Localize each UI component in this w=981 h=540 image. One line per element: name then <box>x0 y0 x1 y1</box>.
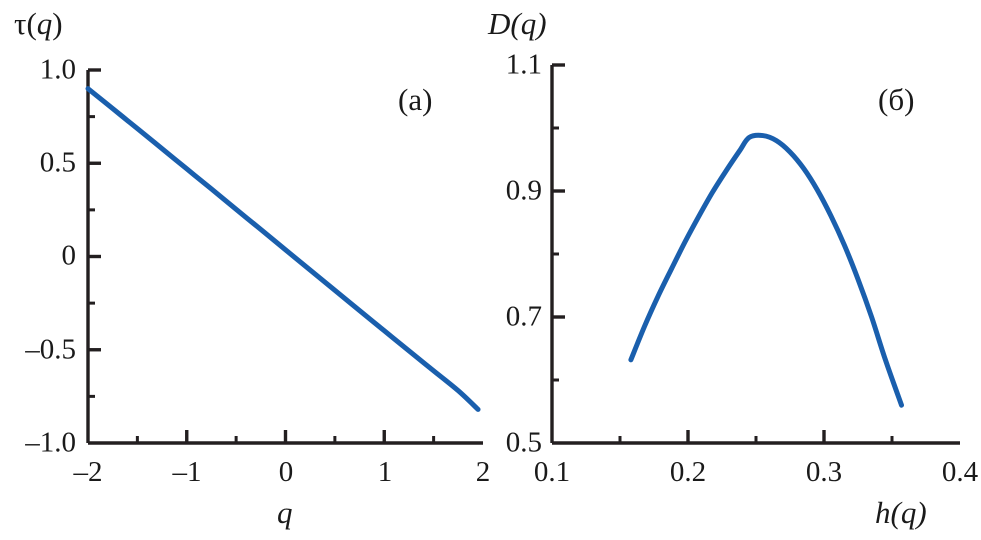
panel-a-series-group <box>85 86 481 412</box>
panel-b-ytick-1: 0.9 <box>505 174 542 207</box>
panel-b-xtick-0: 0.1 <box>533 456 571 488</box>
panel-b-ytick-2: 0.7 <box>505 300 542 333</box>
panel-b-tag: (б) <box>878 82 915 117</box>
panel-a-ytick-4: –1.0 <box>25 426 76 459</box>
panel-a-tag: (a) <box>398 82 433 117</box>
panel-a-ytick-1: 0.5 <box>39 146 76 179</box>
panel-b-ytick-0: 1.1 <box>505 48 542 81</box>
panel-a-ytick-3: –0.5 <box>25 333 76 366</box>
panel-a-axes <box>86 70 483 445</box>
panel-a-ytick-0: 1.0 <box>39 53 76 86</box>
panel-a-xtick-4: 2 <box>475 456 491 488</box>
panel-a-xtick-0: –2 <box>73 456 103 488</box>
panel-a-ytick-2: 0 <box>61 239 77 272</box>
panel-b-xtick-1: 0.2 <box>669 456 707 488</box>
panel-a-y-axis-title: τ(q) <box>14 6 63 41</box>
panel-a-xtick-3: 1 <box>377 456 393 488</box>
panel-a-tau-vs-q: τ(q) (a) 1.0 0.5 0 –0.5 –1.0 –2 –1 0 1 2… <box>14 6 491 530</box>
panel-a-plot <box>85 68 483 445</box>
panel-b-series-group <box>628 132 905 408</box>
panel-b-xtick-3: 0.4 <box>941 456 979 488</box>
panel-b-axes <box>550 65 960 445</box>
panel-a-xtick-1: –1 <box>172 456 202 488</box>
panel-b-y-axis-title: D(q) <box>488 6 547 41</box>
panel-a-tick-marks <box>88 68 436 443</box>
panel-b-ytick-3: 0.5 <box>505 426 542 459</box>
panel-b-xtick-2: 0.3 <box>805 456 843 488</box>
panel-b-plot <box>550 63 960 445</box>
panel-b-x-axis-name: h(q) <box>875 495 927 530</box>
panel-a-x-axis-name: q <box>277 495 293 530</box>
panel-b-D-vs-h: D(q) (б) 1.1 0.9 0.7 0.5 0.1 0.2 0.3 0.4… <box>470 0 981 540</box>
panel-b-tick-marks <box>552 63 894 443</box>
panel-a-xtick-2: 0 <box>278 456 294 488</box>
